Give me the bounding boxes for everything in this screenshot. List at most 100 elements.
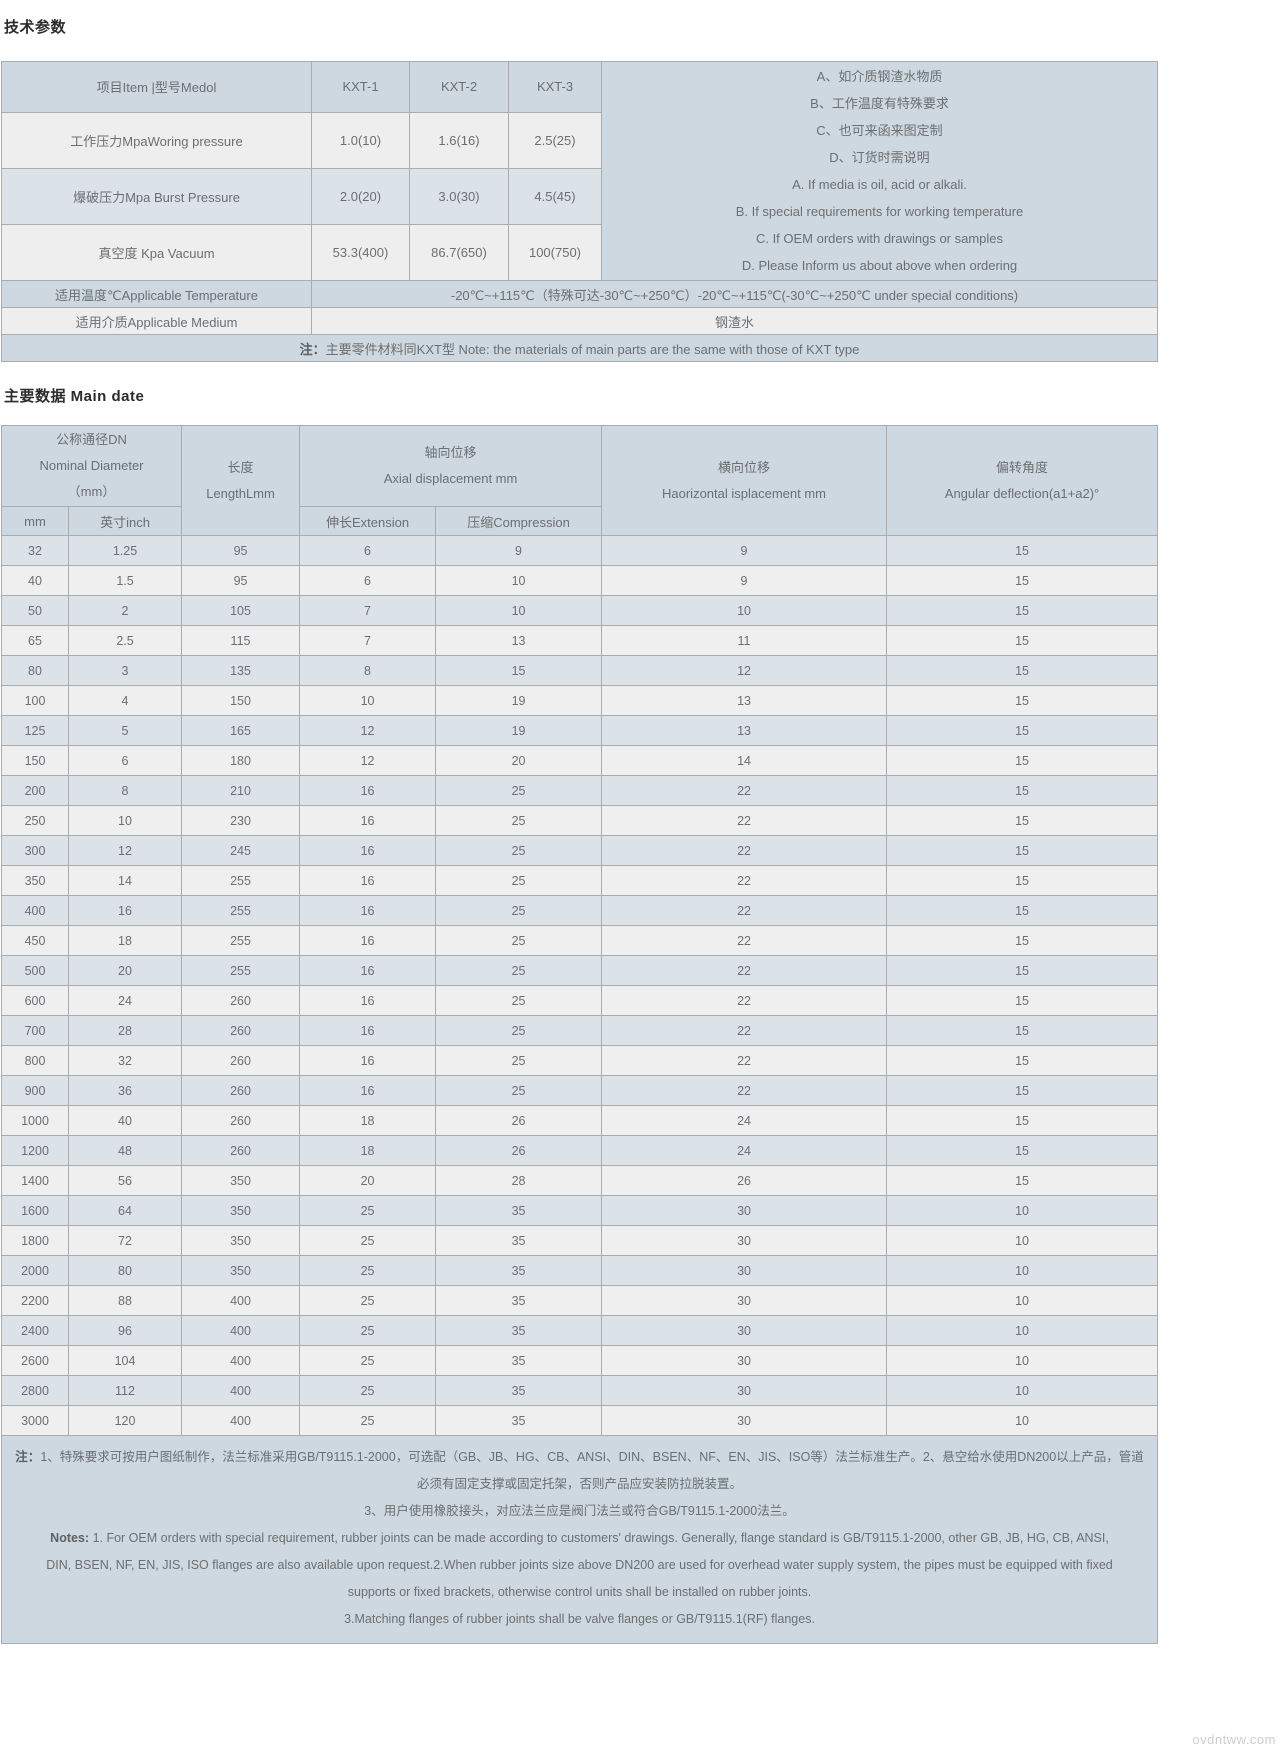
cell-horizontal: 14 [601, 745, 888, 776]
cell-dn-mm: 400 [1, 895, 69, 926]
cell-compression: 35 [435, 1345, 603, 1376]
cell-dn-inch: 32 [67, 1045, 183, 1076]
cell-horizontal: 30 [601, 1225, 888, 1256]
cell-angular: 15 [886, 895, 1159, 926]
cell-compression: 25 [435, 985, 603, 1016]
cell-compression: 25 [435, 865, 603, 896]
cell-extension: 10 [299, 685, 437, 716]
header-angular-deflection: 偏转角度 Angular deflection(a1+a2)° [886, 425, 1159, 536]
table-row: 700 28 260 16 25 22 15 [1, 1015, 1159, 1046]
cell-length: 400 [181, 1285, 301, 1316]
cell-length: 210 [181, 775, 301, 806]
table-row: 2400 96 400 25 35 30 10 [1, 1315, 1159, 1346]
cell-length: 255 [181, 895, 301, 926]
cell-dn-mm: 200 [1, 775, 69, 806]
table-row: 100 4 150 10 19 13 15 [1, 685, 1159, 716]
remark-line: B. If special requirements for working t… [735, 204, 1024, 219]
cell-extension: 16 [299, 985, 437, 1016]
table-row: 1000 40 260 18 26 24 15 [1, 1105, 1159, 1136]
header-nominal-diameter: 公称通径DN Nominal Diameter （mm） [0, 425, 183, 507]
cell-dn-inch: 2 [67, 595, 183, 626]
cell-compression: 35 [435, 1255, 603, 1286]
cell-dn-inch: 2.5 [67, 625, 183, 656]
table-row-working-pressure: 工作压力MpaWoring pressure 1.0(10) 1.6(16) 2… [1, 111, 1158, 169]
table-row: 900 36 260 16 25 22 15 [1, 1075, 1159, 1106]
table-cell: 53.3(400) [311, 223, 410, 282]
cell-horizontal: 22 [601, 865, 888, 896]
cell-length: 400 [181, 1345, 301, 1376]
cell-angular: 15 [886, 715, 1159, 746]
cell-dn-inch: 8 [67, 775, 183, 806]
cell-dn-inch: 12 [67, 835, 183, 866]
table-subheader-row: mm 英寸inch 伸长Extension 压缩Compression [1, 506, 1158, 536]
table-row: 200 8 210 16 25 22 15 [1, 775, 1159, 806]
cell-dn-inch: 96 [67, 1315, 183, 1346]
table-row-burst-pressure: 爆破压力Mpa Burst Pressure 2.0(20) 3.0(30) 4… [1, 167, 1158, 225]
cell-compression: 25 [435, 1045, 603, 1076]
cell-extension: 25 [299, 1285, 437, 1316]
table-row: 2000 80 350 25 35 30 10 [1, 1255, 1159, 1286]
cell-horizontal: 13 [601, 685, 888, 716]
row-label: 真空度 Kpa Vacuum [1, 223, 312, 282]
cell-dn-mm: 800 [1, 1045, 69, 1076]
cell-angular: 15 [886, 1165, 1159, 1196]
table-row-vacuum: 真空度 Kpa Vacuum 53.3(400) 86.7(650) 100(7… [1, 223, 1158, 282]
cell-dn-mm: 1600 [1, 1195, 69, 1226]
main-data-table: 公称通径DN Nominal Diameter （mm） 长度 LengthLm… [0, 425, 1159, 1644]
cell-length: 95 [181, 565, 301, 596]
cell-extension: 6 [299, 565, 437, 596]
cell-dn-inch: 14 [67, 865, 183, 896]
cell-length: 230 [181, 805, 301, 836]
cell-dn-inch: 120 [67, 1405, 183, 1436]
cell-horizontal: 22 [601, 985, 888, 1016]
table-row: 40 1.5 95 6 10 9 15 [1, 565, 1159, 596]
header-line: 公称通径DN [56, 432, 127, 447]
cell-compression: 35 [435, 1315, 603, 1346]
cell-extension: 16 [299, 955, 437, 986]
cell-dn-mm: 450 [1, 925, 69, 956]
cell-dn-inch: 48 [67, 1135, 183, 1166]
cell-dn-mm: 50 [1, 595, 69, 626]
note-line-cn-2: 必须有固定支撑或固定托架，否则产品应安装防拉脱装置。 [417, 1477, 743, 1491]
note-text: 1、特殊要求可按用户图纸制作，法兰标准采用GB/T9115.1-2000，可选配… [40, 1450, 1144, 1464]
site-watermark: ovdntww.com [1192, 1732, 1276, 1747]
cell-dn-inch: 36 [67, 1075, 183, 1106]
cell-extension: 25 [299, 1195, 437, 1226]
cell-dn-mm: 3000 [1, 1405, 69, 1436]
cell-horizontal: 22 [601, 775, 888, 806]
cell-compression: 15 [435, 655, 603, 686]
cell-compression: 25 [435, 1075, 603, 1106]
cell-length: 350 [181, 1255, 301, 1286]
remark-line: C. If OEM orders with drawings or sample… [755, 231, 1004, 246]
cell-dn-mm: 2800 [1, 1375, 69, 1406]
cell-compression: 35 [435, 1285, 603, 1316]
cell-extension: 16 [299, 865, 437, 896]
temperature-value: -20℃~+115℃（特殊可达-30℃~+250℃）-20℃~+115℃(-30… [311, 280, 1158, 308]
cell-compression: 26 [435, 1105, 603, 1136]
main-table-notes: 注：1、特殊要求可按用户图纸制作，法兰标准采用GB/T9115.1-2000，可… [0, 1435, 1159, 1644]
cell-angular: 10 [886, 1315, 1159, 1346]
cell-compression: 19 [435, 715, 603, 746]
header-line: 长度 [227, 459, 254, 475]
cell-dn-mm: 80 [1, 655, 69, 686]
cell-dn-inch: 24 [67, 985, 183, 1016]
cell-dn-inch: 18 [67, 925, 183, 956]
cell-angular: 15 [886, 805, 1159, 836]
cell-length: 255 [181, 865, 301, 896]
cell-compression: 19 [435, 685, 603, 716]
header-kxt3: KXT-3 [508, 61, 602, 113]
cell-angular: 15 [886, 625, 1159, 656]
cell-compression: 28 [435, 1165, 603, 1196]
table-row: 32 1.25 95 6 9 9 15 [1, 535, 1159, 566]
note-line-en-3: supports or fixed brackets, otherwise co… [347, 1585, 812, 1599]
table-row: 125 5 165 12 19 13 15 [1, 715, 1159, 746]
cell-angular: 15 [886, 595, 1159, 626]
cell-extension: 12 [299, 715, 437, 746]
cell-length: 400 [181, 1315, 301, 1346]
header-length: 长度 LengthLmm [181, 425, 301, 536]
cell-extension: 16 [299, 1015, 437, 1046]
cell-horizontal: 30 [601, 1345, 888, 1376]
section-title-main-data: 主要数据 Main date [4, 388, 145, 405]
cell-horizontal: 22 [601, 805, 888, 836]
table-row: 项目Item |型号Medol KXT-1 KXT-2 KXT-3 A、如介质钢… [1, 61, 1158, 281]
